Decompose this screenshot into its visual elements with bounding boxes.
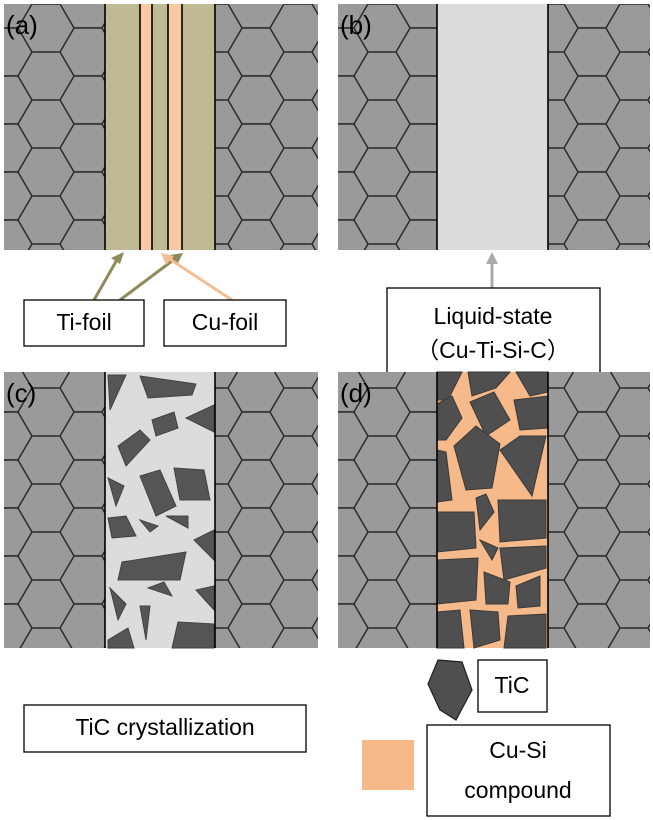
page: {"panels": [{"label": "(a)"}, {"label": … [0,0,653,820]
shape [172,622,214,648]
panel-b: (b) [338,4,650,250]
line [94,258,118,300]
panel-d: (d) [338,372,650,648]
shape [437,558,478,604]
callout-text: Ti-foil [56,309,111,335]
region [152,4,168,250]
shape [111,252,124,264]
callout-text: （Cu-Ti-Si-C） [416,337,570,363]
diagram: (a) Ti-foil Cu-foil (b) Liquid-state （Cu… [0,0,653,820]
panel-label: (c) [6,378,36,408]
shape [437,610,464,648]
panel-a: (a) [4,4,318,250]
callout-box [387,288,600,380]
shape [428,660,472,720]
line [168,258,232,300]
panel-c: (c) [4,372,318,648]
callout-text: Cu-Si [489,737,547,763]
region [437,4,548,250]
shape [498,500,546,542]
callout-text: TiC crystallization [75,714,254,740]
shape [486,252,498,264]
shape [437,512,476,552]
callout-text: Cu-foil [192,309,258,335]
group [94,252,232,300]
callout-text: compound [464,777,571,803]
panel-label: (d) [340,378,372,408]
panel-label: (a) [6,10,38,40]
shape [174,468,210,500]
line [120,258,176,300]
shape [504,614,546,648]
shape [514,396,548,430]
callout-text: TiC [495,672,530,698]
region [362,740,414,790]
panel-label: (b) [340,10,372,40]
callout-text: Liquid-state [434,303,553,329]
